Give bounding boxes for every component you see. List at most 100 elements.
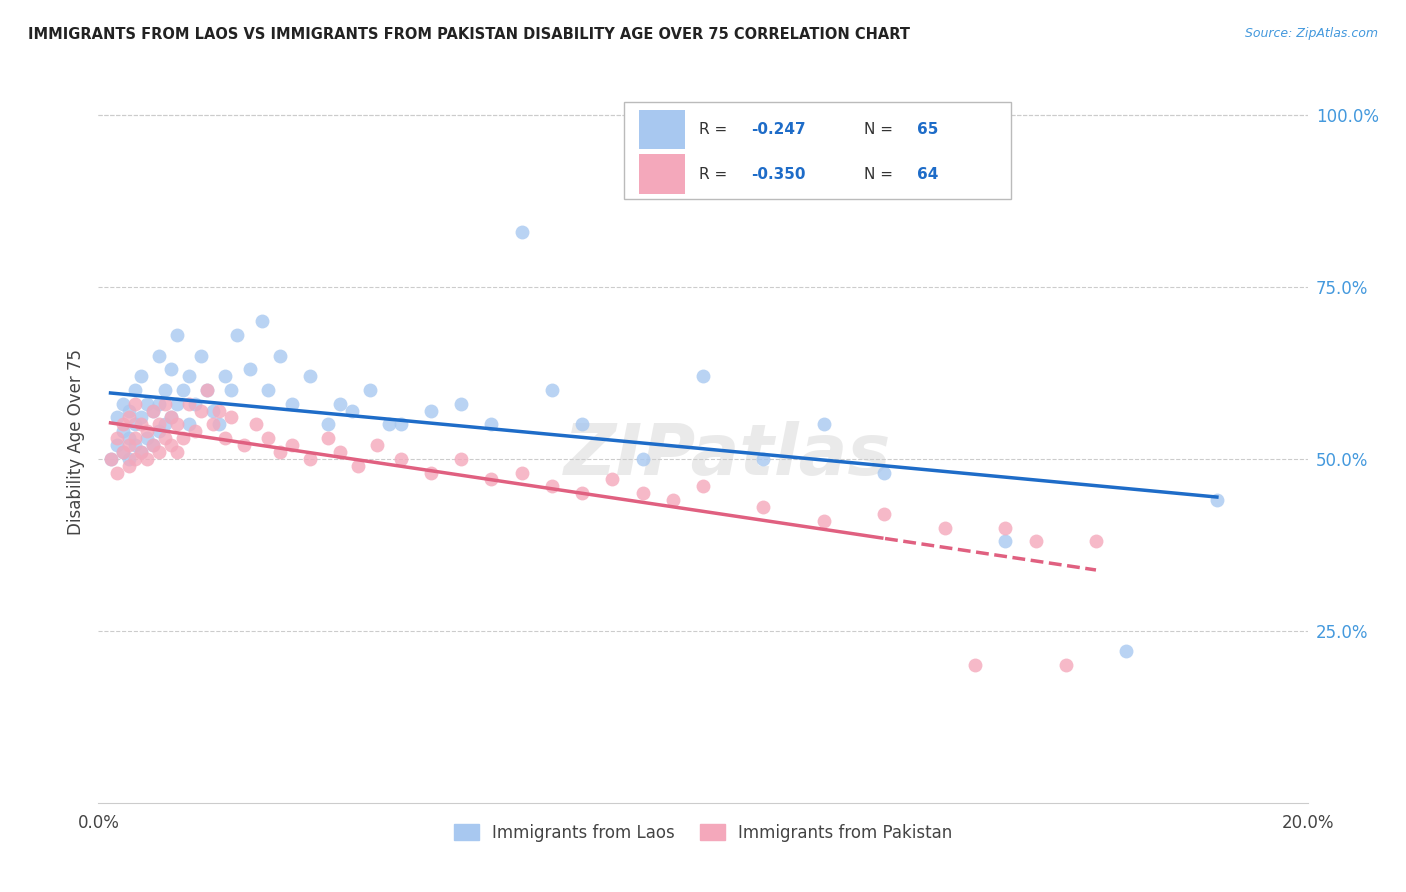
Point xyxy=(179,397,201,411)
FancyBboxPatch shape xyxy=(638,110,685,149)
Point xyxy=(148,445,170,459)
Point xyxy=(481,472,503,486)
Point xyxy=(202,417,225,432)
Point xyxy=(148,424,170,438)
Point xyxy=(129,410,152,425)
Point xyxy=(160,362,183,376)
Point xyxy=(195,383,218,397)
Point xyxy=(190,349,212,363)
Point xyxy=(299,451,322,466)
Point xyxy=(366,438,388,452)
Point xyxy=(450,451,472,466)
Point xyxy=(540,383,562,397)
Point xyxy=(208,417,231,432)
Text: -0.247: -0.247 xyxy=(751,122,806,136)
Point xyxy=(129,445,152,459)
Point xyxy=(179,417,201,432)
Point xyxy=(142,403,165,417)
Point xyxy=(208,403,231,417)
Point xyxy=(135,451,157,466)
Text: 65: 65 xyxy=(917,122,938,136)
Point xyxy=(281,397,304,411)
Point xyxy=(153,397,176,411)
Text: Source: ZipAtlas.com: Source: ZipAtlas.com xyxy=(1244,27,1378,40)
Point xyxy=(329,397,352,411)
Point xyxy=(250,314,273,328)
Point xyxy=(994,520,1017,534)
Text: N =: N = xyxy=(863,167,897,182)
Point xyxy=(148,417,170,432)
Point xyxy=(245,417,267,432)
Point xyxy=(299,369,322,384)
Point xyxy=(129,417,152,432)
Point xyxy=(347,458,370,473)
Point xyxy=(129,445,152,459)
Point xyxy=(153,417,176,432)
Point xyxy=(118,410,141,425)
Point xyxy=(195,383,218,397)
Text: IMMIGRANTS FROM LAOS VS IMMIGRANTS FROM PAKISTAN DISABILITY AGE OVER 75 CORRELAT: IMMIGRANTS FROM LAOS VS IMMIGRANTS FROM … xyxy=(28,27,910,42)
Point xyxy=(692,369,714,384)
Y-axis label: Disability Age Over 75: Disability Age Over 75 xyxy=(66,349,84,534)
Point xyxy=(269,445,291,459)
Point xyxy=(111,445,134,459)
Point xyxy=(166,327,188,342)
Point xyxy=(124,397,146,411)
Point xyxy=(934,520,956,534)
Point xyxy=(184,397,207,411)
Point xyxy=(100,451,122,466)
Point xyxy=(124,383,146,397)
Point xyxy=(221,383,243,397)
FancyBboxPatch shape xyxy=(624,102,1011,200)
Point xyxy=(221,410,243,425)
Text: 64: 64 xyxy=(917,167,938,182)
Point xyxy=(571,417,593,432)
Point xyxy=(571,486,593,500)
Point xyxy=(153,383,176,397)
Point xyxy=(450,397,472,411)
Point xyxy=(105,438,128,452)
Point xyxy=(142,438,165,452)
Point xyxy=(135,424,157,438)
Point xyxy=(752,500,775,514)
FancyBboxPatch shape xyxy=(638,154,685,194)
Text: R =: R = xyxy=(699,167,733,182)
Point xyxy=(118,451,141,466)
Point xyxy=(160,410,183,425)
Point xyxy=(510,225,533,239)
Point xyxy=(142,403,165,417)
Point xyxy=(329,445,352,459)
Point xyxy=(316,417,339,432)
Point xyxy=(118,458,141,473)
Point xyxy=(148,349,170,363)
Point xyxy=(420,466,443,480)
Point xyxy=(965,658,987,673)
Point xyxy=(105,410,128,425)
Point xyxy=(166,445,188,459)
Point xyxy=(111,445,134,459)
Point xyxy=(540,479,562,493)
Point xyxy=(256,431,278,445)
Point xyxy=(602,472,624,486)
Text: R =: R = xyxy=(699,122,733,136)
Point xyxy=(124,431,146,445)
Point xyxy=(232,438,254,452)
Point xyxy=(105,466,128,480)
Point xyxy=(752,451,775,466)
Point xyxy=(124,451,146,466)
Point xyxy=(153,431,176,445)
Point xyxy=(105,431,128,445)
Point xyxy=(118,431,141,445)
Point xyxy=(1115,644,1137,658)
Point xyxy=(256,383,278,397)
Point xyxy=(1054,658,1077,673)
Point xyxy=(873,466,896,480)
Point xyxy=(813,514,835,528)
Point xyxy=(111,397,134,411)
Point xyxy=(342,403,364,417)
Point xyxy=(661,493,683,508)
Point xyxy=(202,403,225,417)
Point xyxy=(813,417,835,432)
Point xyxy=(269,349,291,363)
Point xyxy=(994,534,1017,549)
